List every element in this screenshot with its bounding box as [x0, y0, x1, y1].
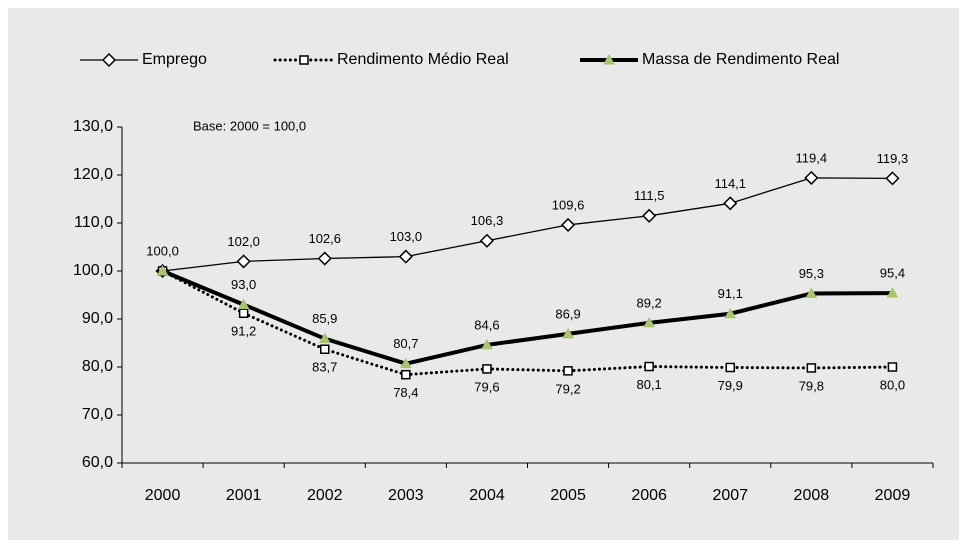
data-label: 103,0: [390, 229, 423, 244]
legend-marker: [101, 52, 117, 68]
data-point: [482, 364, 492, 374]
data-label: 79,8: [799, 378, 824, 393]
data-label: 91,1: [718, 286, 743, 301]
data-label: 79,9: [718, 378, 743, 393]
y-tick-label: 90,0: [82, 310, 113, 327]
data-point: [643, 316, 655, 328]
y-tick-label: 60,0: [82, 454, 113, 471]
data-label: 79,6: [474, 379, 499, 394]
data-point: [398, 249, 413, 264]
y-tick-label: 110,0: [74, 214, 113, 231]
legend-label: Emprego: [142, 51, 207, 68]
data-label: 114,1: [714, 176, 746, 191]
data-label: 95,3: [799, 266, 824, 281]
data-label: 111,5: [634, 188, 665, 203]
legend-label: Rendimento Médio Real: [337, 51, 509, 68]
data-label: 119,3: [877, 151, 909, 166]
data-label: 119,4: [796, 150, 828, 165]
data-label: 102,0: [227, 234, 260, 249]
data-point: [237, 298, 250, 310]
series-line: [161, 269, 893, 366]
data-point: [317, 251, 332, 266]
data-label: 102,6: [308, 231, 341, 246]
data-label: 80,0: [880, 377, 905, 392]
y-tick-label: 80,0: [82, 358, 113, 375]
y-tick-label: 70,0: [82, 406, 113, 423]
data-label: 85,9: [312, 311, 337, 326]
x-tick-label: 2007: [712, 487, 748, 504]
data-label: 78,4: [393, 385, 418, 400]
data-point: [238, 308, 249, 318]
x-tick-label: 2004: [469, 487, 505, 504]
legend-marker: [603, 53, 615, 65]
data-point: [318, 332, 331, 344]
x-tick-label: 2003: [388, 487, 424, 504]
x-tick-label: 2005: [550, 487, 586, 504]
data-label: 83,7: [312, 360, 337, 375]
data-point: [562, 327, 574, 339]
series-line: [161, 269, 894, 377]
data-point: [400, 357, 412, 369]
data-label: 80,7: [393, 336, 418, 351]
data-point: [805, 287, 818, 299]
data-label: 100,0: [146, 243, 179, 258]
data-point: [560, 217, 576, 232]
x-tick-label: 2001: [226, 487, 262, 504]
data-point: [479, 233, 495, 248]
data-point: [886, 287, 899, 298]
data-label: 84,6: [474, 317, 499, 332]
data-point: [885, 171, 900, 186]
data-point: [236, 254, 251, 269]
data-point: [156, 264, 169, 276]
data-label: 95,4: [880, 266, 905, 281]
x-tick-label: 2009: [875, 487, 911, 504]
data-point: [481, 338, 493, 350]
data-point: [563, 366, 573, 376]
x-tick-label: 2006: [631, 487, 667, 504]
data-label: 80,1: [636, 377, 661, 392]
data-label: 109,6: [552, 197, 585, 212]
data-label: 93,0: [231, 277, 256, 292]
data-point: [725, 362, 735, 373]
data-point: [804, 170, 819, 185]
data-point: [320, 344, 330, 354]
data-point: [723, 196, 738, 211]
data-label: 79,2: [555, 381, 580, 396]
data-label: 91,2: [231, 324, 256, 339]
y-tick-label: 120,0: [73, 166, 113, 183]
x-tick-label: 2008: [794, 487, 830, 504]
series-line: [162, 177, 893, 272]
data-label: 86,9: [555, 306, 580, 321]
data-label: 106,3: [471, 213, 504, 228]
data-point: [724, 307, 737, 319]
x-tick-label: 2000: [145, 487, 181, 504]
data-point: [642, 208, 657, 223]
data-label: 89,2: [636, 295, 661, 310]
data-point: [887, 362, 898, 372]
x-tick-label: 2002: [307, 487, 343, 504]
data-point: [806, 363, 817, 373]
legend-label: Massa de Rendimento Real: [642, 51, 839, 68]
legend-marker: [299, 55, 309, 65]
data-point: [401, 369, 411, 380]
y-tick-label: 130,0: [73, 118, 113, 135]
data-point: [644, 361, 654, 372]
annotation: Base: 2000 = 100,0: [193, 118, 306, 133]
y-tick-label: 100,0: [73, 262, 113, 279]
